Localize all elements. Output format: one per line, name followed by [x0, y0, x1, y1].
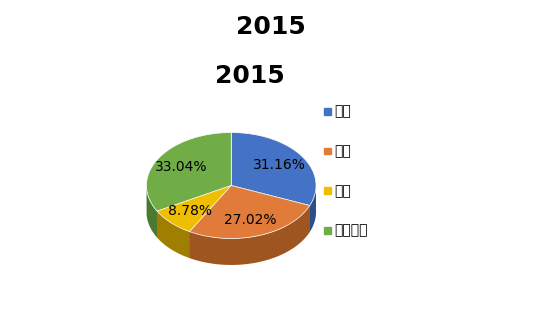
- Bar: [324, 148, 331, 154]
- Text: 欧洲: 欧洲: [334, 184, 351, 198]
- Polygon shape: [157, 211, 190, 258]
- Polygon shape: [146, 188, 157, 238]
- Text: 美国: 美国: [334, 144, 351, 158]
- Bar: [324, 227, 331, 234]
- Polygon shape: [231, 186, 310, 232]
- Polygon shape: [190, 186, 310, 239]
- Text: 8.78%: 8.78%: [169, 204, 212, 218]
- Text: 27.02%: 27.02%: [224, 213, 276, 227]
- Polygon shape: [190, 205, 310, 265]
- Polygon shape: [146, 133, 231, 211]
- Polygon shape: [310, 187, 316, 232]
- Polygon shape: [157, 186, 231, 238]
- Bar: [324, 108, 331, 115]
- Polygon shape: [190, 186, 231, 258]
- Text: 全球其他: 全球其他: [334, 224, 368, 238]
- Bar: [324, 188, 331, 194]
- Polygon shape: [190, 186, 231, 258]
- Polygon shape: [231, 186, 310, 232]
- Polygon shape: [231, 133, 316, 205]
- Polygon shape: [157, 186, 231, 238]
- Text: 2015: 2015: [215, 64, 285, 88]
- Title: 2015: 2015: [236, 15, 306, 39]
- Text: 31.16%: 31.16%: [253, 158, 306, 172]
- Text: 33.04%: 33.04%: [156, 160, 208, 174]
- Text: 中国: 中国: [334, 104, 351, 118]
- Polygon shape: [157, 186, 231, 232]
